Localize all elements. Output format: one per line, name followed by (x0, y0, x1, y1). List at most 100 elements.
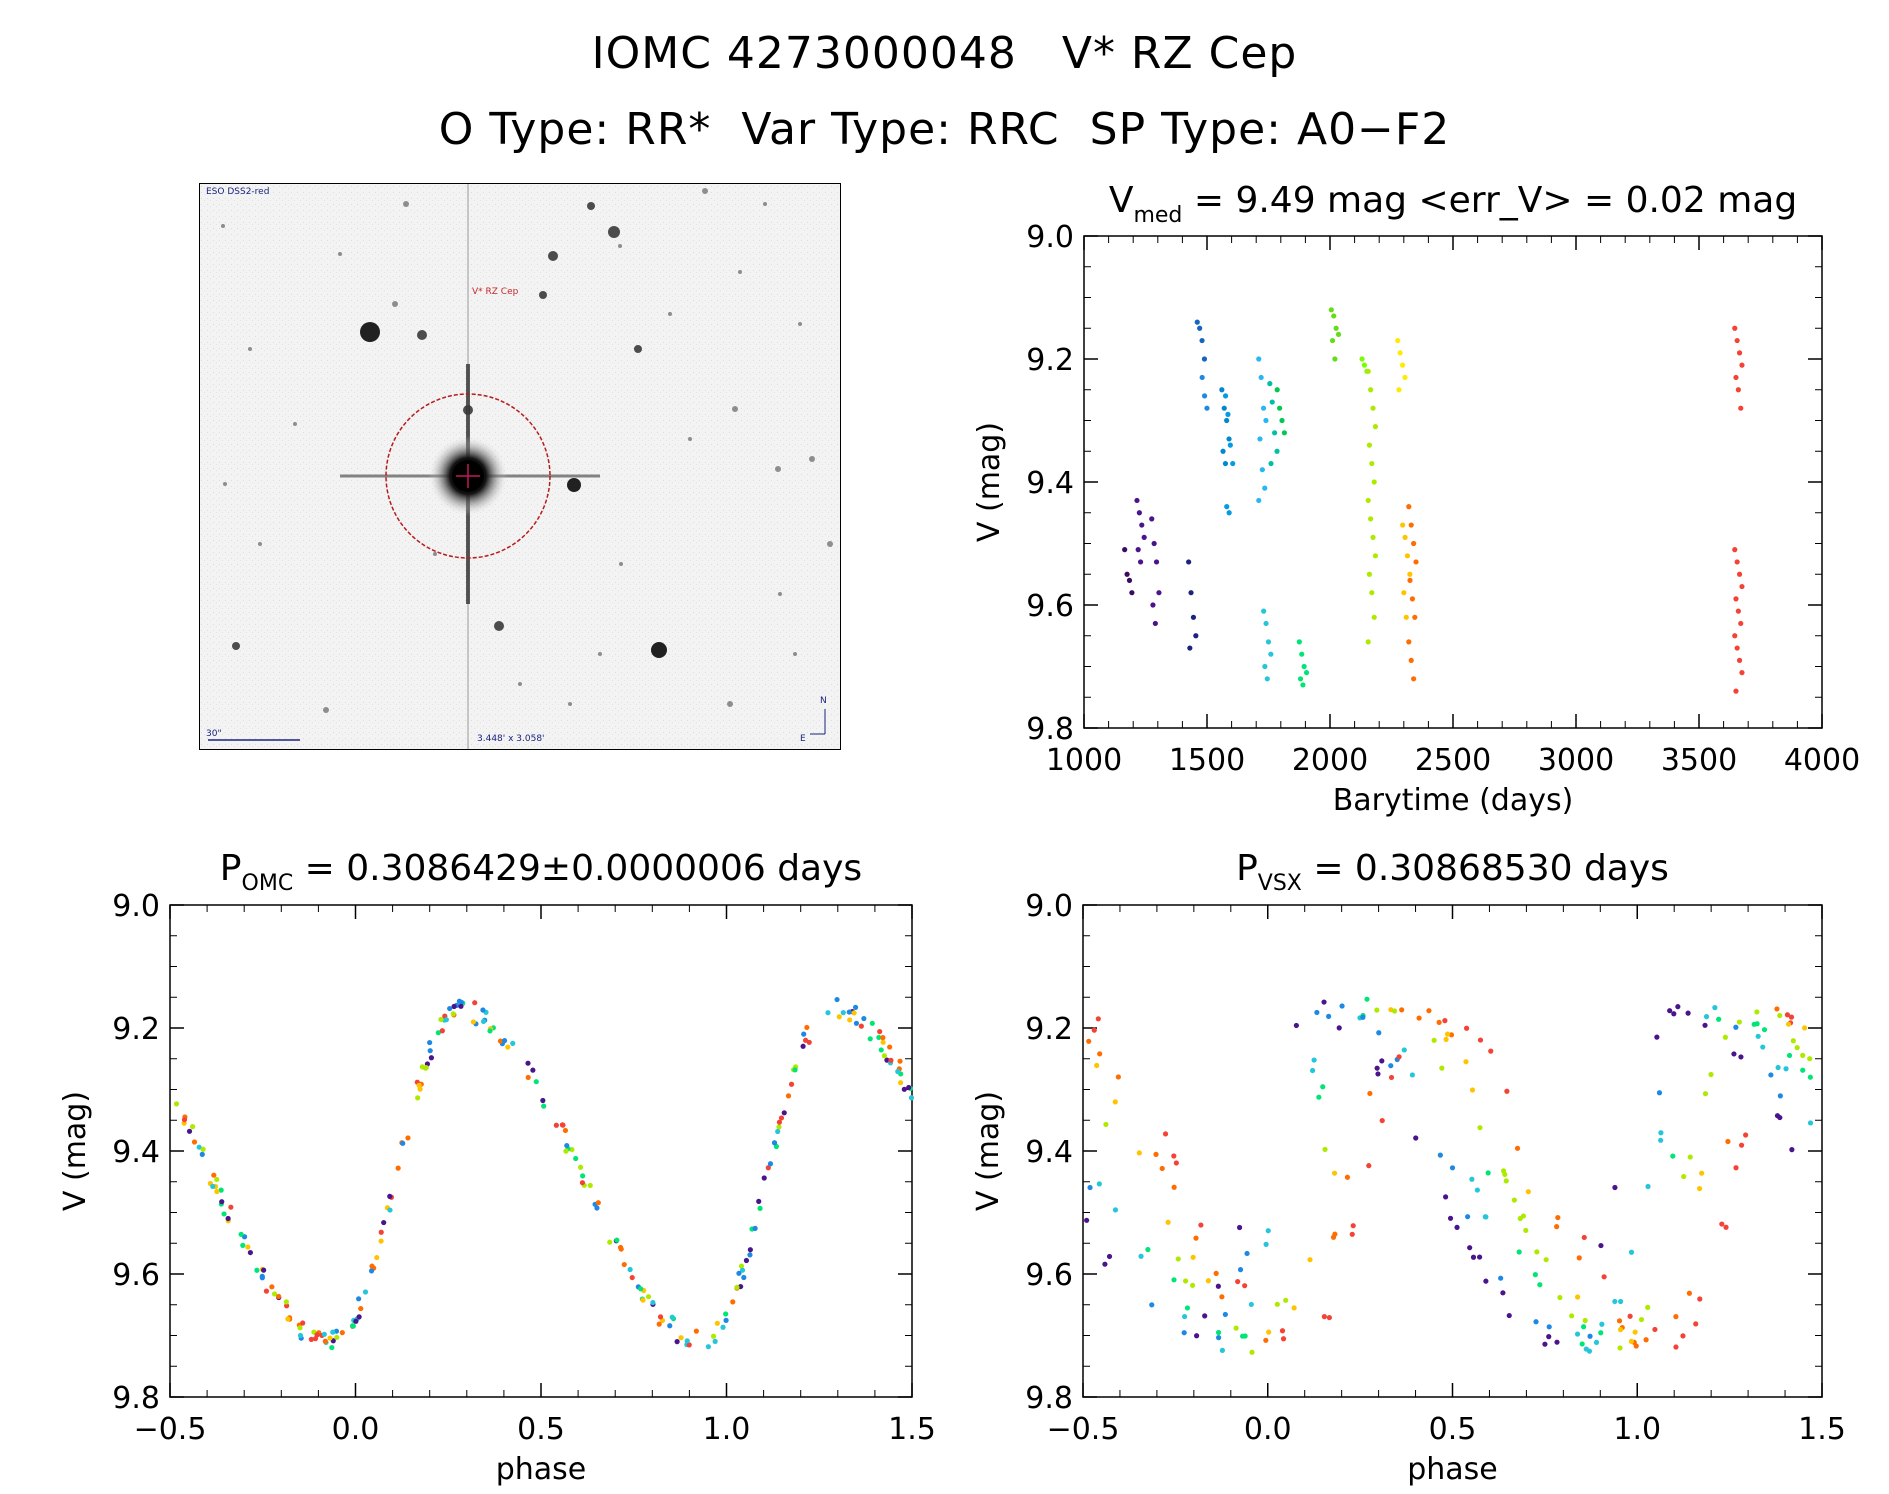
phase-vsx-point (1426, 1008, 1432, 1014)
field-star (258, 542, 262, 546)
lightcurve-point (1734, 645, 1740, 651)
phase-vsx-point (1800, 1052, 1806, 1058)
phase-vsx-point (1437, 1152, 1443, 1158)
phase-omc-point (427, 1048, 433, 1054)
phase-omc-point (580, 1173, 586, 1179)
field-star (688, 437, 692, 441)
star-name: V* RZ Cep (1061, 28, 1298, 79)
field-star (223, 482, 227, 486)
phase-vsx-point (1760, 1044, 1766, 1050)
phase-omc-y-tick-label: 9.2 (112, 1012, 160, 1047)
phase-omc-point (369, 1263, 375, 1269)
lightcurve-y-axis-label: V (mag) (972, 422, 1007, 542)
phase-omc-point (767, 1161, 774, 1167)
phase-omc-point (723, 1317, 729, 1323)
phase-omc-point (878, 1047, 884, 1053)
phase-omc-point (747, 1252, 753, 1258)
lightcurve-point (1359, 356, 1365, 362)
phase-vsx-point (1309, 1067, 1316, 1074)
phase-vsx-point (1442, 1018, 1448, 1024)
field-star (608, 226, 620, 238)
field-star (763, 202, 767, 206)
phase-omc-point (785, 1093, 792, 1099)
phase-omc-point (852, 1004, 859, 1010)
phase-vsx-point (1506, 1312, 1512, 1319)
lightcurve-x-tick-label: 3500 (1661, 743, 1737, 778)
phase-vsx-point (1106, 1253, 1113, 1260)
phase-vsx-point (1181, 1313, 1188, 1320)
phase-vsx-point (1449, 1165, 1456, 1171)
phase-vsx-point (1807, 1120, 1814, 1126)
lightcurve-point (1258, 374, 1264, 381)
phase-vsx-point (1213, 1270, 1219, 1276)
phase-omc-point (540, 1097, 546, 1104)
lightcurve-y-tick-label: 9.4 (1026, 466, 1074, 501)
phase-omc-point (214, 1188, 220, 1195)
phase-omc-point (629, 1274, 635, 1281)
lightcurve-point (1739, 362, 1745, 368)
phase-vsx-y-tick-label: 9.6 (1025, 1258, 1073, 1293)
phase-vsx-point (1645, 1304, 1651, 1310)
lightcurve-x-tick-label: 4000 (1784, 743, 1860, 778)
north-label: N (820, 696, 827, 706)
phase-vsx-point (1280, 1336, 1287, 1342)
phase-vsx-point (1699, 1170, 1705, 1176)
phase-omc-point (836, 1014, 842, 1020)
phase-omc-point (743, 1257, 750, 1264)
phase-vsx-point (1136, 1150, 1142, 1156)
phase-vsx-point (1554, 1224, 1560, 1230)
phase-vsx-point (1388, 1074, 1395, 1081)
phase-omc-point (880, 1035, 886, 1041)
phase-omc-plot-frame (169, 904, 913, 1398)
phase-omc-y-tick-label: 9.4 (112, 1135, 160, 1170)
field-star (587, 202, 595, 210)
lightcurve-point (1411, 540, 1417, 547)
phase-vsx-point (1593, 1339, 1600, 1345)
phase-vsx-point (1367, 1090, 1373, 1097)
phase-omc-point (181, 1117, 188, 1123)
phase-omc-point (374, 1254, 380, 1261)
phase-omc-point (710, 1333, 717, 1339)
field-star (323, 707, 329, 713)
phase-vsx-point (1215, 1329, 1222, 1336)
phase-vsx-point (1599, 1321, 1605, 1327)
lightcurve-point (1371, 479, 1377, 485)
phase-omc-point (510, 1040, 516, 1046)
phase-vsx-point (1293, 1022, 1299, 1029)
phase-vsx-point (1173, 1160, 1179, 1166)
phase-omc-point (638, 1286, 644, 1292)
lightcurve-point (1122, 547, 1128, 553)
phase-vsx-point (1777, 1012, 1783, 1019)
phase-vsx-point (1671, 1011, 1677, 1017)
field-star (778, 592, 782, 596)
field-star (702, 188, 708, 194)
lightcurve-point (1226, 510, 1232, 516)
phase-omc-point (419, 1064, 425, 1070)
lightcurve-point (1299, 651, 1305, 657)
lightcurve-point (1187, 645, 1193, 651)
phase-omc-point (416, 1082, 422, 1088)
lightcurve-point (1190, 614, 1197, 620)
phase-omc-point (684, 1338, 690, 1344)
field-star (232, 642, 240, 650)
phase-omc-point (607, 1239, 613, 1245)
phase-vsx-point (1279, 1328, 1286, 1334)
phase-vsx-point (1145, 1246, 1151, 1253)
phase-omc-point (321, 1331, 327, 1337)
phase-omc-point (480, 1018, 487, 1024)
phase-omc-point (861, 1015, 867, 1022)
phase-vsx-point (1658, 1130, 1664, 1136)
phase-omc-point (756, 1198, 762, 1204)
lightcurve-point (1188, 590, 1194, 596)
lightcurve-point (1257, 436, 1263, 442)
phase-vsx-point (1215, 1283, 1221, 1289)
phase-vsx-point (1667, 1008, 1673, 1014)
phase-vsx-x-axis-label: phase (1407, 1452, 1498, 1487)
phase-omc-point (888, 1057, 894, 1063)
phase-vsx-point (1236, 1224, 1243, 1231)
phase-vsx-point (1785, 1021, 1792, 1027)
lightcurve-x-axis-label: Barytime (days) (1333, 783, 1574, 818)
phase-vsx-point (1474, 1187, 1480, 1193)
phase-vsx-point (1467, 1245, 1473, 1251)
phase-omc-point (738, 1263, 745, 1269)
